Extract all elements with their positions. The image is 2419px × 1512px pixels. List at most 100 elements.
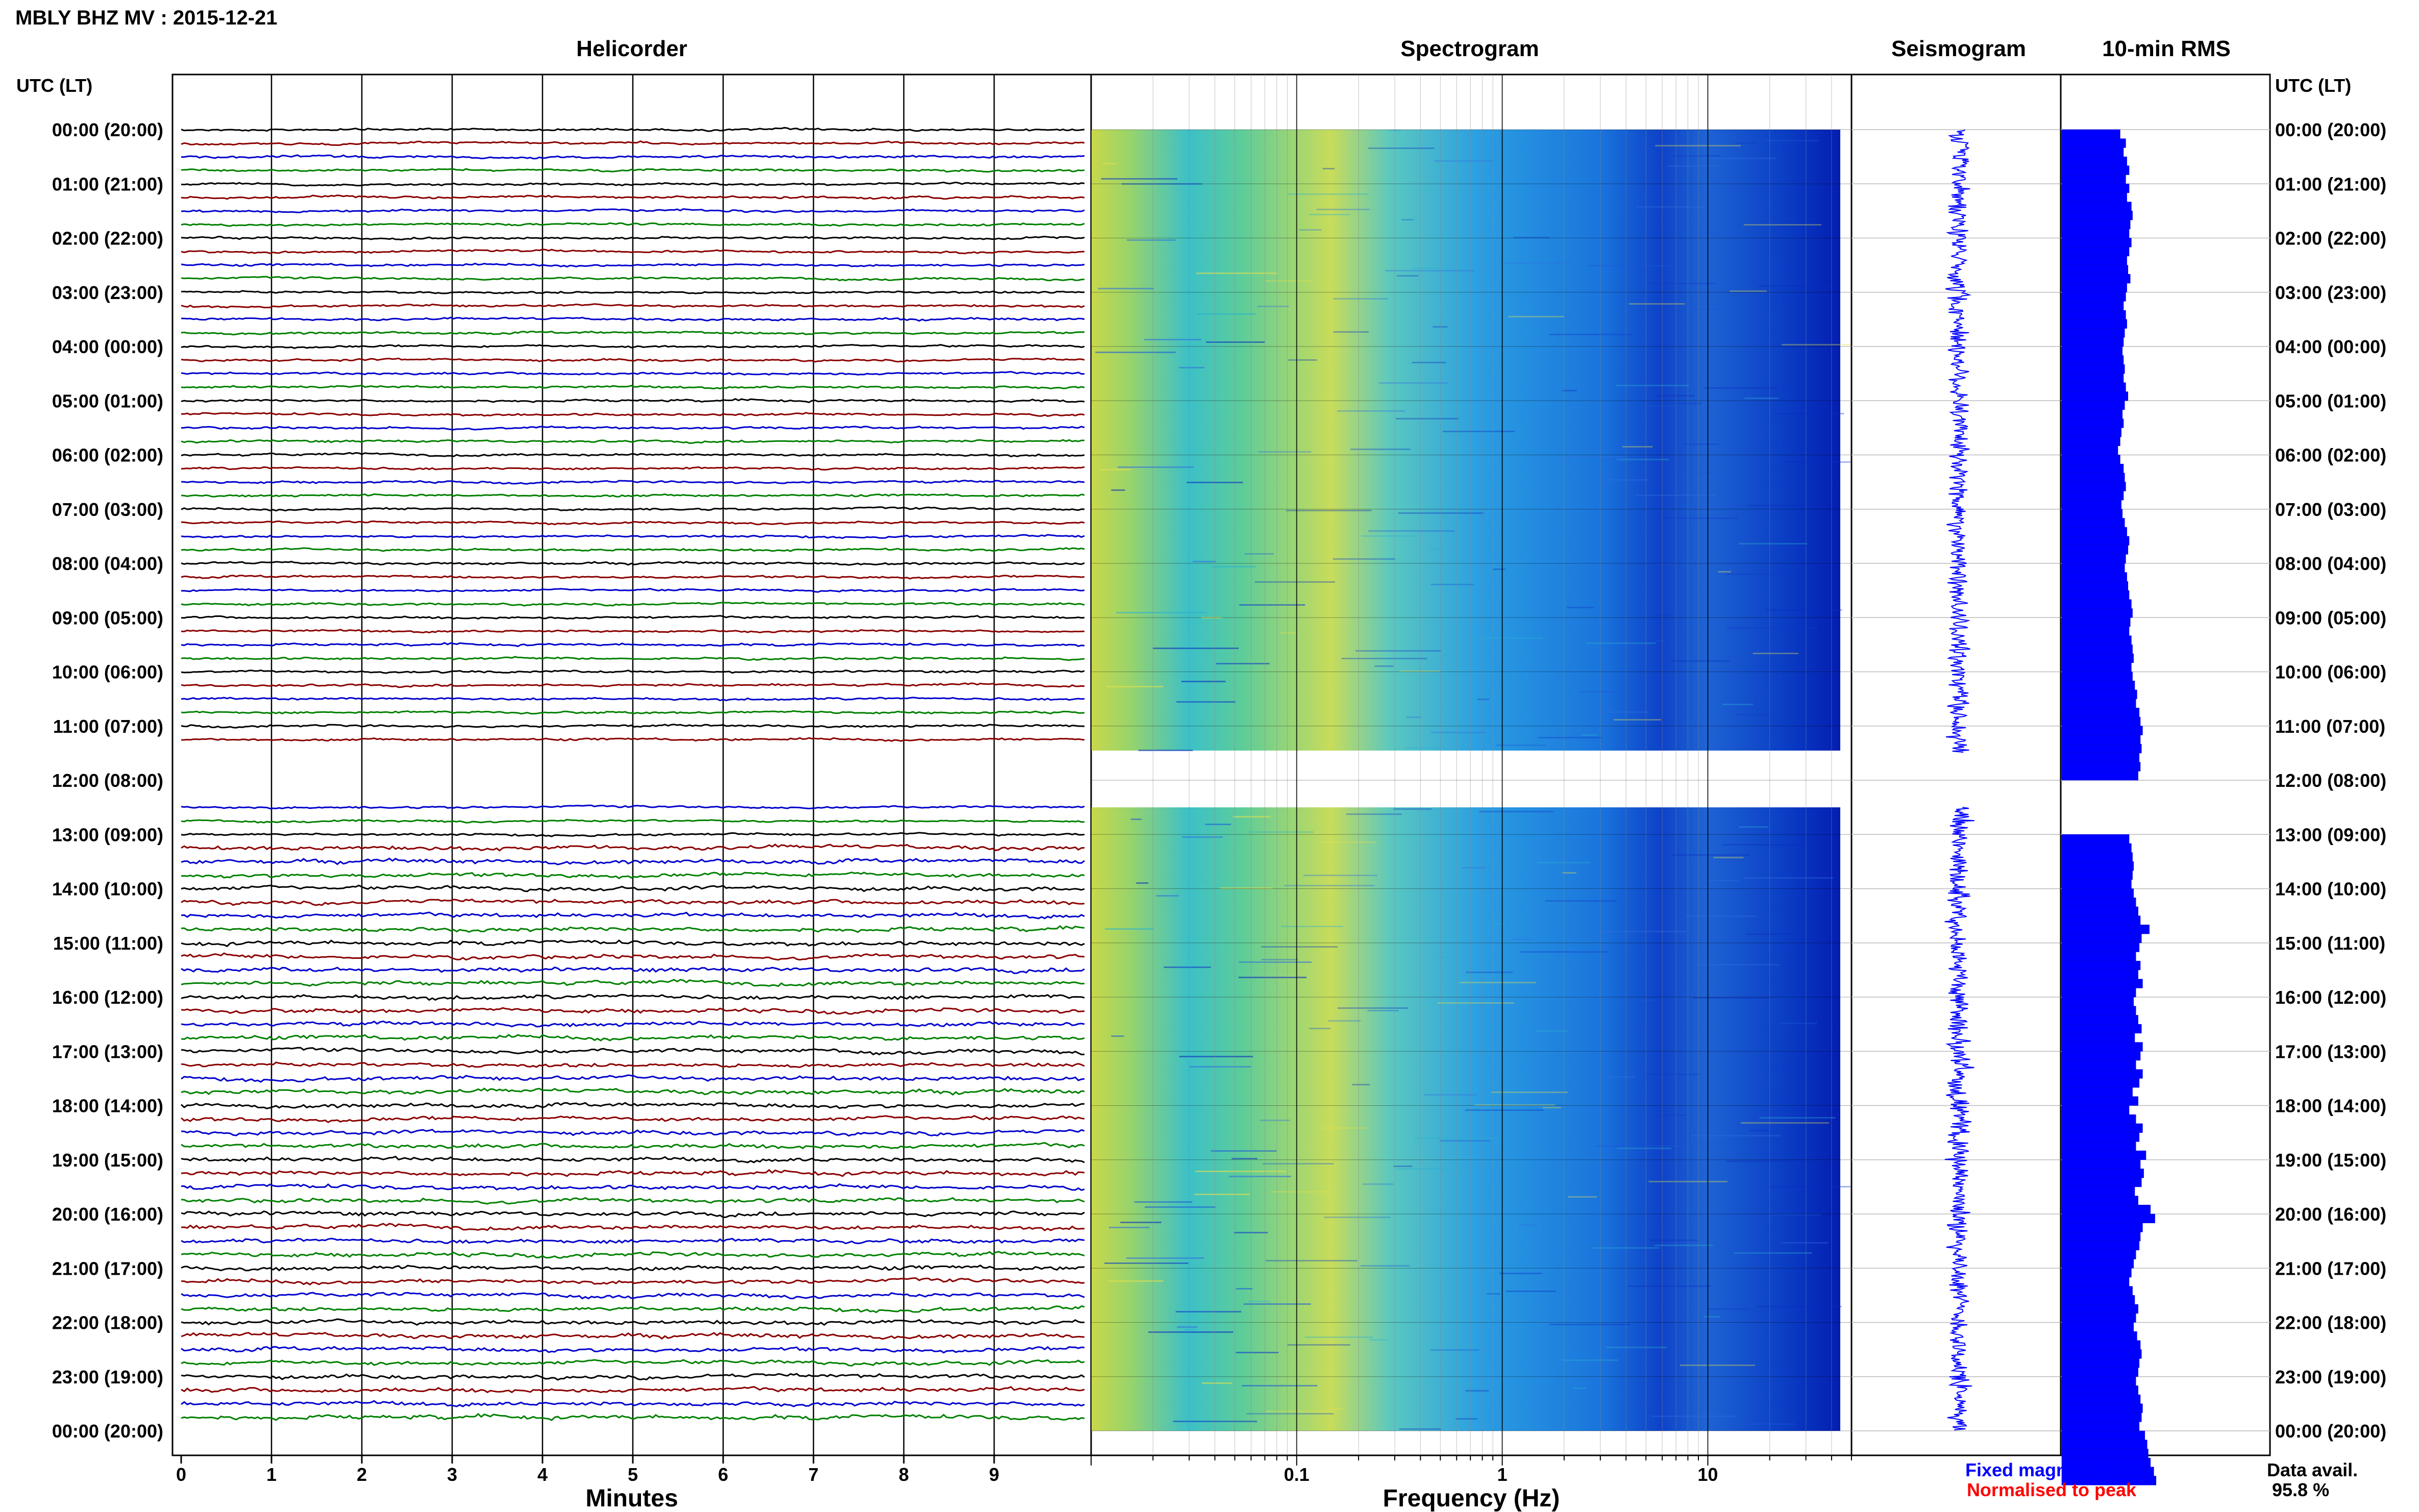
- helicorder-trace: [181, 1007, 1085, 1015]
- spectrogram-stripe: [1655, 145, 1741, 146]
- spectrogram-stripe: [1465, 1109, 1544, 1111]
- rms-bar: [2061, 1358, 2140, 1368]
- spectrogram-stripe: [1466, 972, 1513, 973]
- rms-bar: [2061, 1241, 2140, 1251]
- spectrogram-stripe: [1328, 1020, 1361, 1022]
- helicorder-trace: [181, 1210, 1085, 1219]
- spectrogram-stripe: [1152, 648, 1239, 649]
- time-label-left: 21:00 (17:00): [52, 1258, 163, 1279]
- helicorder-trace: [181, 168, 1085, 173]
- spectrogram-stripe: [1321, 1127, 1367, 1129]
- rms-bar: [2061, 897, 2136, 907]
- spectrogram-stripe: [1107, 1280, 1164, 1282]
- spectrogram-stripe: [1196, 272, 1278, 274]
- time-label-right: 00:00 (20:00): [2275, 119, 2386, 140]
- spectrogram-stripe: [1677, 472, 1723, 473]
- spectrogram-stripe: [1236, 1288, 1253, 1290]
- helicorder-trace: [181, 561, 1085, 566]
- spectrogram-stripe: [1549, 334, 1632, 335]
- helicorder-trace: [181, 1142, 1085, 1150]
- rms-bar: [2061, 355, 2124, 365]
- time-label-left: 04:00 (00:00): [52, 336, 163, 357]
- rms-bar: [2061, 1169, 2144, 1178]
- helicorder-trace: [181, 1087, 1085, 1096]
- time-label-right: 23:00 (19:00): [2275, 1367, 2386, 1387]
- rms-bar: [2061, 310, 2126, 320]
- time-labels-left: 00:00 (20:00) 01:00 (21:00) 02:00 (22:00) 0…: [52, 119, 163, 1442]
- spectrogram-stripe: [1299, 229, 1322, 231]
- rms-bar: [2061, 988, 2136, 998]
- spectrogram-stripe: [1782, 1242, 1829, 1244]
- spectrogram-stripe: [1683, 443, 1719, 445]
- rms-bar: [2061, 1006, 2136, 1015]
- spectrogram-stripe: [1374, 665, 1394, 667]
- helicorder-tick-label: 8: [899, 1464, 909, 1485]
- spectrogram-stripe: [1745, 933, 1796, 935]
- spectrogram-stripe: [1355, 650, 1441, 652]
- spectrogram-stripe: [1111, 1035, 1124, 1037]
- rms-bar: [2061, 445, 2118, 455]
- rms-bar: [2061, 436, 2120, 447]
- helicorder-trace: [181, 925, 1085, 933]
- rms-bar: [2061, 1340, 2141, 1350]
- spectrogram-stripe: [1287, 1344, 1350, 1346]
- time-label-right: 22:00 (18:00): [2275, 1312, 2386, 1333]
- spectrogram-stripe: [1265, 280, 1313, 282]
- time-label-right: 21:00 (17:00): [2275, 1258, 2386, 1279]
- spectrogram-stripe: [1261, 959, 1298, 960]
- helicorder-trace: [181, 844, 1085, 852]
- helicorder-trace: [181, 1169, 1085, 1177]
- spectrogram-stripe: [1236, 1352, 1279, 1353]
- rms-bar: [2061, 716, 2141, 726]
- rms-bar: [2061, 852, 2133, 862]
- helicorder-tick-label: 3: [447, 1464, 457, 1485]
- helicorder-trace: [181, 357, 1085, 363]
- helicorder-trace: [181, 290, 1085, 294]
- time-label-right: 20:00 (16:00): [2275, 1204, 2386, 1225]
- spectrogram-stripe: [1397, 275, 1419, 277]
- spectrogram-stripe: [1588, 265, 1672, 266]
- spectrogram-stripe: [1459, 982, 1536, 983]
- spectrogram-stripe: [1126, 1257, 1204, 1259]
- spectrogram-stripe: [1519, 1224, 1538, 1226]
- rms-bar: [2061, 1096, 2138, 1106]
- time-label-left: 12:00 (08:00): [52, 770, 163, 791]
- utc-label-left: UTC (LT): [16, 75, 92, 96]
- spectrogram-stripe: [1193, 561, 1217, 562]
- helicorder-trace: [181, 181, 1085, 187]
- time-label-right: 07:00 (03:00): [2275, 499, 2386, 520]
- spectrogram-stripe: [1116, 612, 1206, 613]
- rms-bar: [2061, 292, 2126, 302]
- spectrogram-stripe: [1108, 1227, 1150, 1228]
- spectrogram-stripe: [1680, 1365, 1756, 1366]
- spectrogram-stripe: [1430, 584, 1474, 585]
- rms-bar: [2061, 138, 2126, 148]
- rms-bar: [2061, 645, 2133, 654]
- helicorder-tick-label: 1: [266, 1464, 277, 1485]
- time-label-right: 16:00 (12:00): [2275, 987, 2386, 1008]
- spectrogram-stripe: [1739, 826, 1769, 828]
- rms-bar: [2061, 653, 2134, 663]
- spectrogram-stripe: [1474, 1104, 1555, 1106]
- time-label-left: 00:00 (20:00): [52, 1421, 163, 1442]
- spectrogram-x-label: Frequency (Hz): [1383, 1485, 1560, 1512]
- helicorder-x-ticks: 0 1 2 3 4 5 6 7 8 9: [176, 1455, 999, 1485]
- spectrogram-stripe: [1562, 390, 1577, 391]
- rms-bar: [2061, 617, 2131, 627]
- rms-bar: [2061, 997, 2134, 1006]
- rms-bar: [2061, 147, 2124, 157]
- time-label-left: 16:00 (12:00): [52, 987, 163, 1008]
- rms-bar: [2061, 1422, 2140, 1431]
- spectrogram-stripe: [1491, 1092, 1568, 1093]
- rms-bar: [2061, 1412, 2142, 1422]
- spectrogram-stripe: [1229, 1176, 1291, 1177]
- time-label-right: 05:00 (01:00): [2275, 390, 2386, 411]
- rms-bar: [2061, 1250, 2136, 1259]
- time-label-right: 17:00 (13:00): [2275, 1041, 2386, 1062]
- helicorder-trace: [181, 330, 1085, 336]
- rms-bar: [2061, 925, 2150, 934]
- rms-bar: [2061, 1476, 2157, 1485]
- rms-bar: [2061, 455, 2120, 464]
- helicorder-trace: [181, 303, 1085, 309]
- spectrogram-stripe: [1496, 745, 1546, 746]
